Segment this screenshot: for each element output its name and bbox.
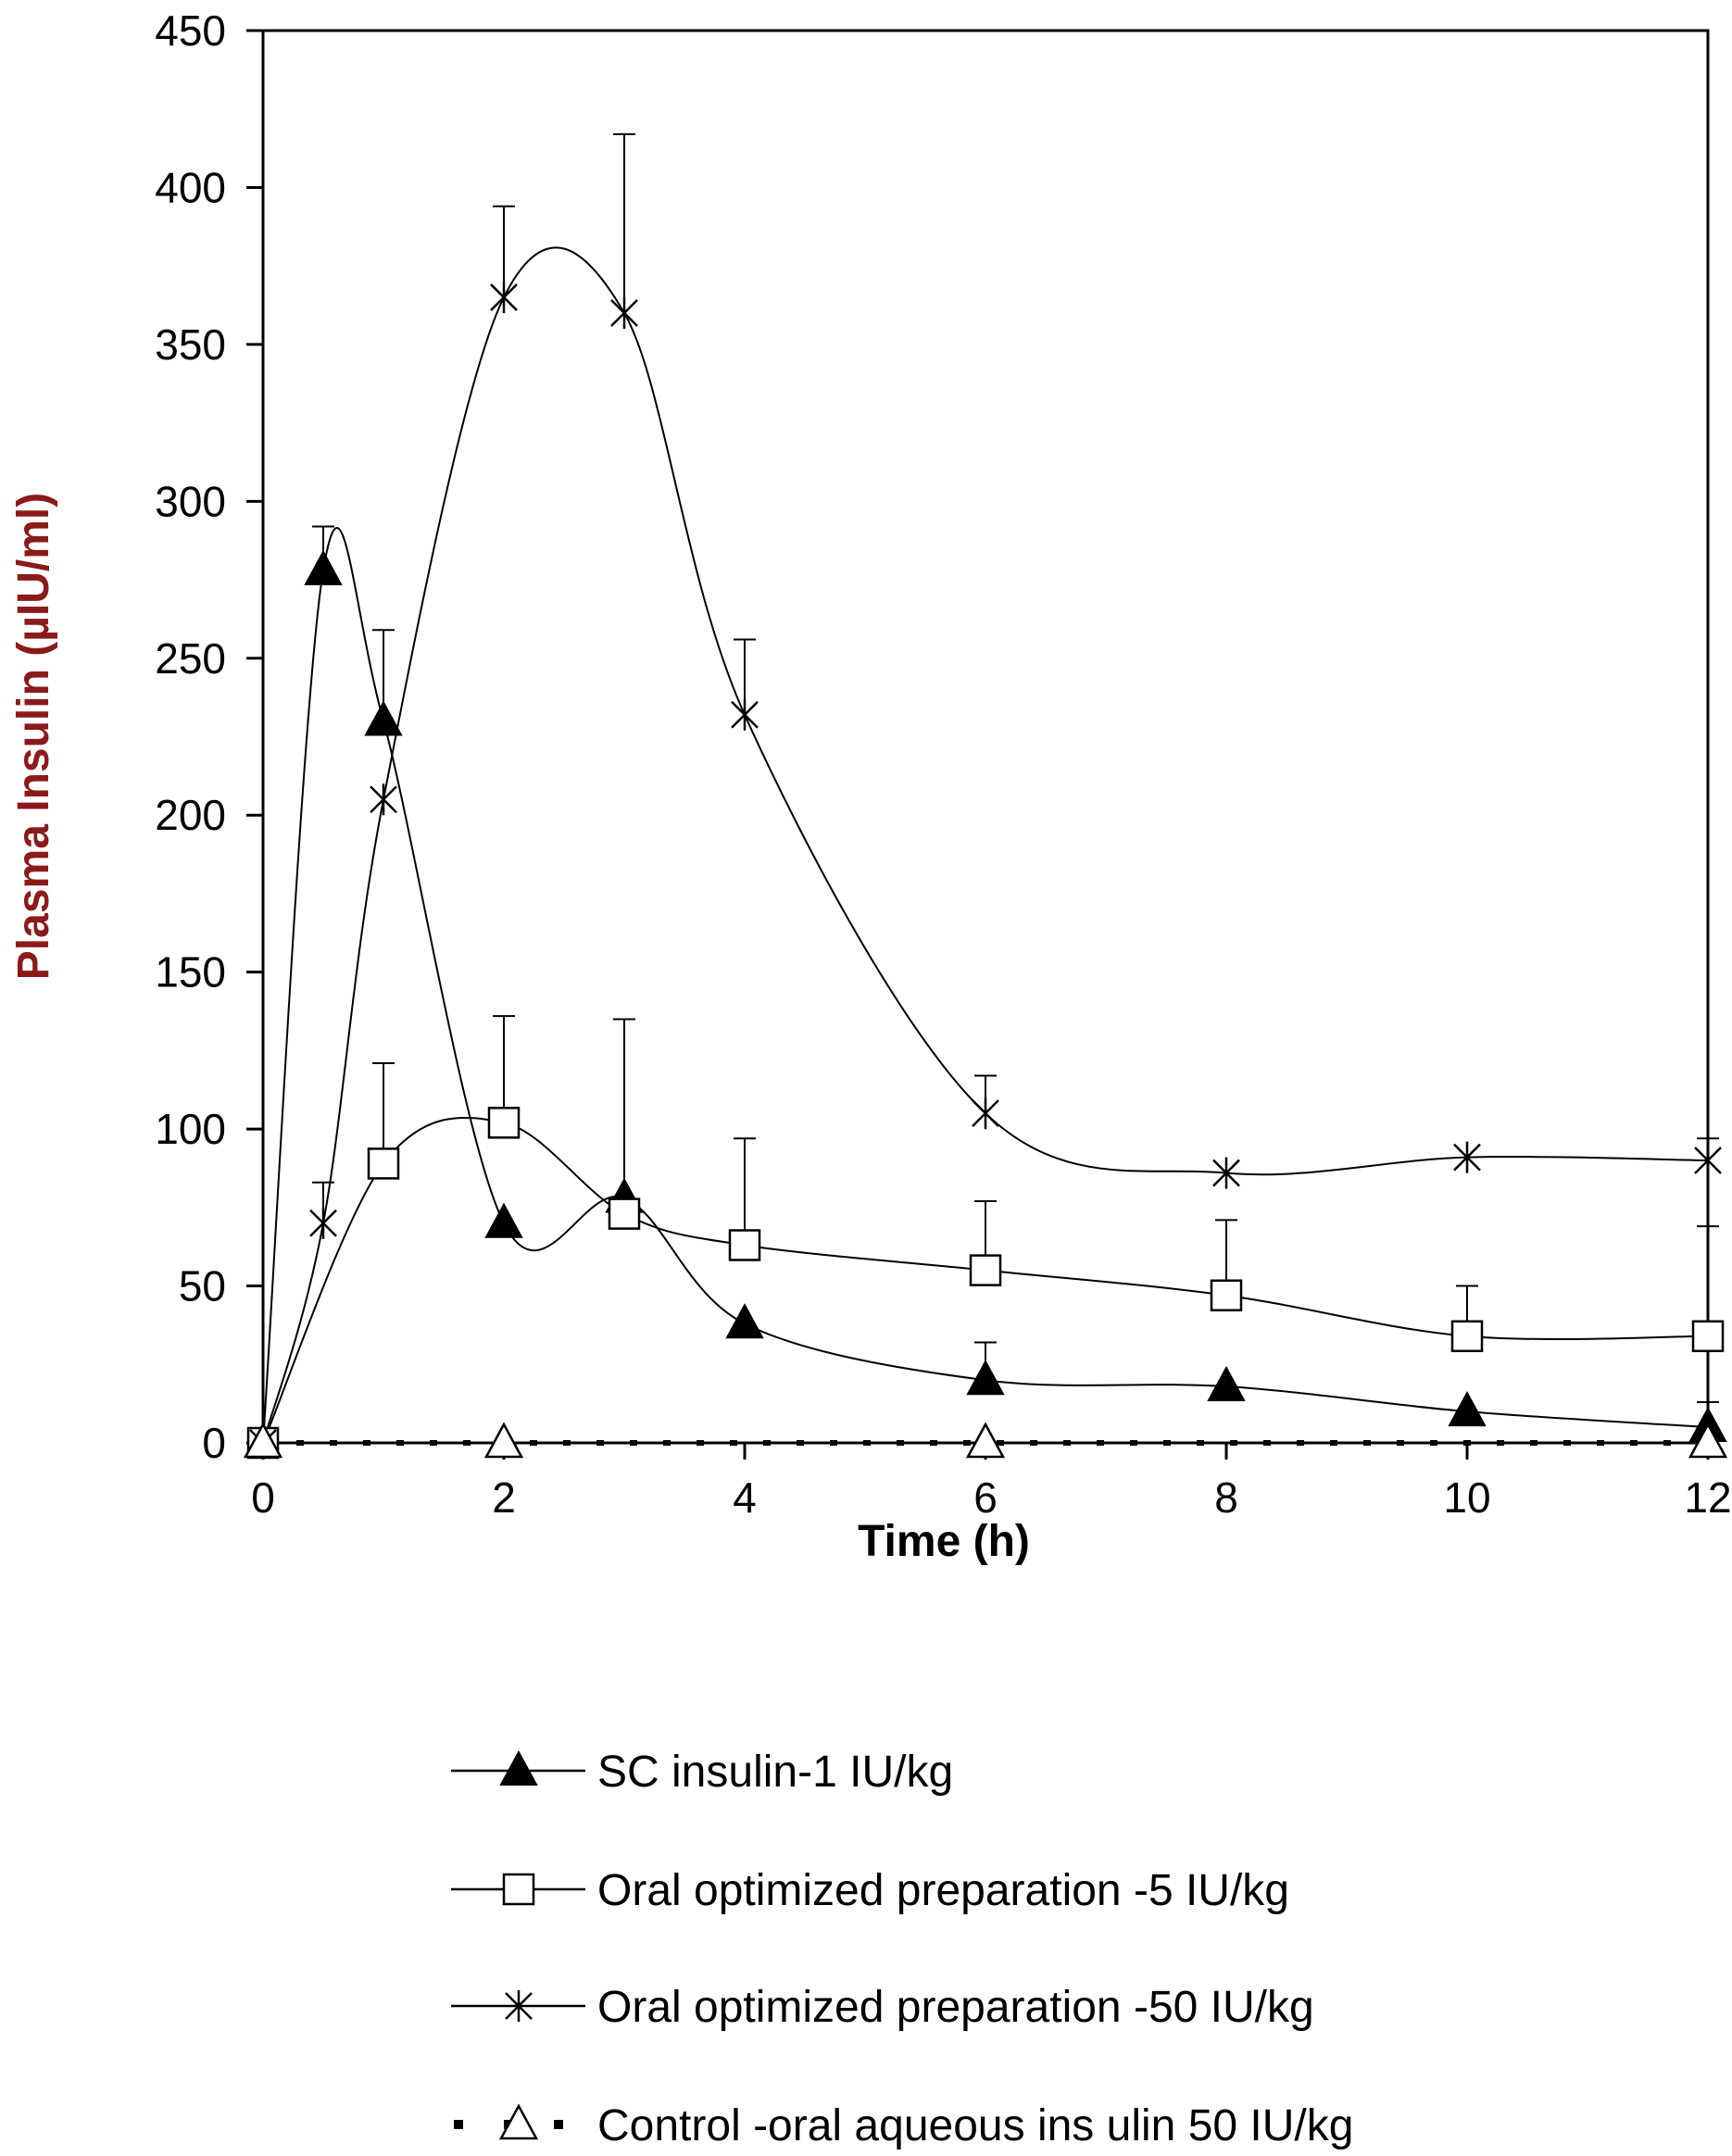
legend-marker (505, 1990, 533, 2022)
data-point (728, 1229, 761, 1261)
data-point (484, 1202, 523, 1238)
y-tick-label: 150 (155, 948, 226, 997)
x-tick-label: 12 (1684, 1473, 1731, 1522)
legend-marker (498, 2103, 539, 2140)
legend-item: Oral optimized preparation -50 IU/kg (451, 1983, 1314, 2032)
y-tick-label: 400 (155, 163, 226, 211)
legend-item: Oral optimized preparation -5 IU/kg (451, 1866, 1289, 1915)
data-point (1448, 1391, 1487, 1427)
error-bars (312, 132, 1719, 1428)
legend-label: SC insulin-1 IU/kg (597, 1748, 953, 1797)
y-axis-title: Plasma Insulin (µIU/ml) (9, 493, 58, 980)
data-point (370, 783, 397, 816)
legend-label: Oral optimized preparation -5 IU/kg (597, 1866, 1289, 1915)
legend-item: SC insulin-1 IU/kg (451, 1748, 953, 1797)
data-point (608, 1197, 641, 1230)
legend-marker (499, 1749, 538, 1786)
legend-label: Oral optimized preparation -50 IU/kg (597, 1983, 1314, 2032)
data-point (364, 700, 403, 736)
data-point (490, 282, 518, 314)
data-point (309, 1207, 337, 1239)
data-point (487, 1107, 521, 1139)
data-point (1212, 1157, 1240, 1189)
x-tick-label: 0 (251, 1473, 275, 1522)
x-axis: 0 2 4 6 8 10 12 (251, 1443, 1732, 1522)
series-line-2 (262, 246, 1709, 1444)
y-tick-label: 100 (155, 1105, 226, 1153)
data-point (1450, 1320, 1484, 1353)
series-line-0 (262, 527, 1709, 1444)
data-point (483, 1422, 524, 1459)
data-point (731, 698, 759, 731)
y-tick-label: 250 (155, 634, 226, 683)
y-tick-label: 350 (155, 320, 226, 369)
data-point (725, 1303, 764, 1339)
legend-marker (502, 1873, 535, 1906)
data-point (1691, 1320, 1725, 1353)
data-point (367, 1147, 400, 1180)
data-point (972, 1097, 999, 1130)
data-point (969, 1254, 1002, 1286)
data-point (1453, 1141, 1481, 1173)
data-point (1210, 1279, 1243, 1311)
y-tick-label: 0 (202, 1419, 226, 1467)
data-point (965, 1422, 1006, 1459)
x-tick-label: 4 (733, 1473, 757, 1522)
y-tick-label: 50 (179, 1262, 226, 1310)
x-tick-label: 2 (492, 1473, 516, 1522)
series-line-1 (262, 1116, 1709, 1444)
series-markers (243, 282, 1728, 1460)
data-point (1207, 1365, 1246, 1401)
data-point (1688, 1422, 1728, 1459)
y-tick-label: 300 (155, 477, 226, 525)
y-axis: 0 50 100 150 200 250 300 350 400 450 (155, 6, 263, 1467)
data-point (610, 297, 638, 329)
data-point (243, 1422, 283, 1459)
x-axis-title: Time (h) (858, 1517, 1030, 1566)
data-point (1694, 1145, 1722, 1176)
x-tick-label: 8 (1214, 1473, 1238, 1522)
data-point (304, 549, 343, 585)
legend-item: Control -oral aqueous ins ulin 50 IU/kg (454, 2101, 1353, 2150)
legend-label: Control -oral aqueous ins ulin 50 IU/kg (597, 2101, 1353, 2150)
data-point (966, 1360, 1005, 1396)
y-tick-label: 450 (155, 6, 226, 55)
x-tick-label: 6 (973, 1473, 998, 1522)
x-tick-label: 10 (1443, 1473, 1490, 1522)
legend: SC insulin-1 IU/kg Oral optimized prepara… (451, 1748, 1353, 2150)
y-tick-label: 200 (155, 791, 226, 839)
